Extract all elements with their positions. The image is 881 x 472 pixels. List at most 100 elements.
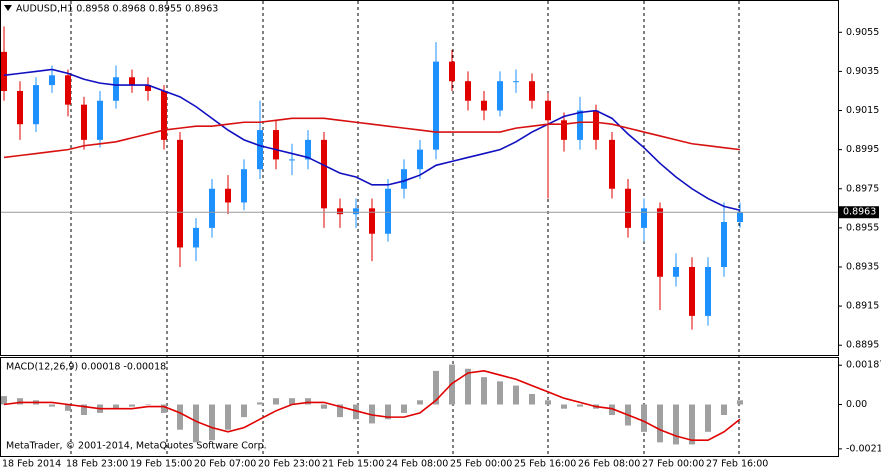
x-tick-label: 21 Feb 15:00: [322, 459, 384, 470]
macd-bar: [65, 404, 71, 411]
main-frame: [0, 0, 839, 356]
x-tick-label: 20 Feb 23:00: [258, 459, 320, 470]
macd-bar: [737, 400, 743, 405]
x-tick-label: 27 Feb 00:00: [642, 459, 704, 470]
macd-bar: [417, 400, 423, 405]
y-tick-label: 0.8935: [846, 261, 879, 272]
macd-bar: [81, 404, 87, 416]
macd-bar: [321, 404, 327, 409]
y-tick-label: -0.00211: [846, 443, 881, 454]
macd-bar: [497, 381, 503, 405]
macd-bar: [145, 404, 151, 406]
macd-bar: [49, 404, 55, 407]
candle-body: [401, 169, 407, 189]
macd-bar: [529, 393, 535, 405]
candle-body: [577, 110, 583, 140]
candle-body: [481, 100, 487, 111]
y-tick-label: 0.8975: [846, 183, 879, 194]
candle-body: [177, 139, 183, 248]
candle-body: [449, 61, 455, 82]
x-tick-label: 25 Feb 16:00: [514, 459, 576, 470]
candle-body: [241, 169, 247, 203]
candle-body: [369, 208, 375, 234]
macd-bar: [257, 402, 263, 405]
candle-body: [641, 208, 647, 228]
y-tick-label: 0.9035: [846, 66, 879, 77]
macd-bar: [577, 404, 583, 407]
candle-body: [65, 75, 71, 105]
x-tick-label: 26 Feb 08:00: [578, 459, 640, 470]
macd-bar: [433, 370, 439, 405]
macd-bar: [161, 404, 167, 413]
candle-body: [1, 51, 7, 91]
current-price-label: 0.8963: [843, 207, 876, 218]
candle-body: [609, 139, 615, 189]
candle-body: [289, 159, 295, 161]
candle-body: [337, 208, 343, 215]
candle-body: [529, 81, 535, 101]
macd-bar: [465, 368, 471, 405]
candle-body: [321, 139, 327, 209]
candle-body: [689, 266, 695, 316]
candle-body: [545, 100, 551, 121]
menu-triangle: [4, 5, 12, 11]
candle-body: [705, 266, 711, 316]
candle-body: [593, 110, 599, 140]
x-tick-label: 24 Feb 08:00: [386, 459, 448, 470]
candle-body: [129, 77, 135, 86]
candle-body: [305, 139, 311, 160]
moving-average: [3, 117, 741, 159]
macd-bar: [401, 404, 407, 413]
candle-body: [33, 85, 39, 125]
candle-body: [465, 81, 471, 101]
candle-body: [225, 188, 231, 203]
macd-bar: [1, 396, 7, 405]
candle-body: [561, 120, 567, 140]
x-tick-label: 25 Feb 00:00: [450, 459, 512, 470]
macd-bar: [177, 404, 183, 430]
y-tick-label: 0.8915: [846, 301, 879, 312]
candle-body: [81, 104, 87, 140]
y-tick-label: 0.9055: [846, 27, 879, 38]
macd-title: MACD(12,26,9) 0.00018 -0.00018: [6, 362, 166, 373]
candle-body: [657, 208, 663, 277]
macd-frame: [0, 357, 839, 457]
moving-average: [3, 68, 741, 212]
macd-bar: [337, 404, 343, 418]
chart-title: AUDUSD,H1 0.8958 0.8968 0.8955 0.8963: [16, 4, 218, 15]
x-tick-label: 18 Feb 2014: [2, 459, 61, 470]
candle-body: [17, 90, 23, 125]
candle-body: [193, 227, 199, 248]
macd-bar: [689, 404, 695, 445]
y-tick-label: 0.8895: [846, 340, 879, 351]
macd-bar: [225, 404, 231, 430]
macd-bar: [129, 404, 135, 407]
macd-bar: [513, 385, 519, 405]
candle-body: [497, 81, 503, 111]
macd-bar: [609, 404, 615, 416]
candle-body: [161, 90, 167, 140]
macd-bar: [353, 404, 359, 420]
macd-bar: [113, 404, 119, 409]
x-tick-label: 20 Feb 07:00: [194, 459, 256, 470]
macd-bar: [673, 404, 679, 445]
current-price-box: [839, 206, 879, 219]
macd-bar: [481, 377, 487, 405]
candle-body: [513, 81, 519, 83]
macd-bar: [193, 404, 199, 443]
candle-body: [721, 222, 727, 267]
candle-body: [49, 75, 55, 86]
y-tick-label: 0.8955: [846, 222, 879, 233]
candle-body: [273, 130, 279, 160]
candle-body: [113, 77, 119, 101]
candle-body: [625, 188, 631, 228]
footer: MetaTrader, © 2001-2014, MetaQuotes Soft…: [6, 441, 267, 452]
y-tick-label: 0.00187: [846, 360, 881, 371]
candle-body: [353, 208, 359, 215]
candle-body: [417, 149, 423, 170]
macd-bar: [289, 398, 295, 405]
candle-body: [433, 61, 439, 150]
macd-bar: [721, 404, 727, 416]
candle-body: [145, 85, 151, 91]
